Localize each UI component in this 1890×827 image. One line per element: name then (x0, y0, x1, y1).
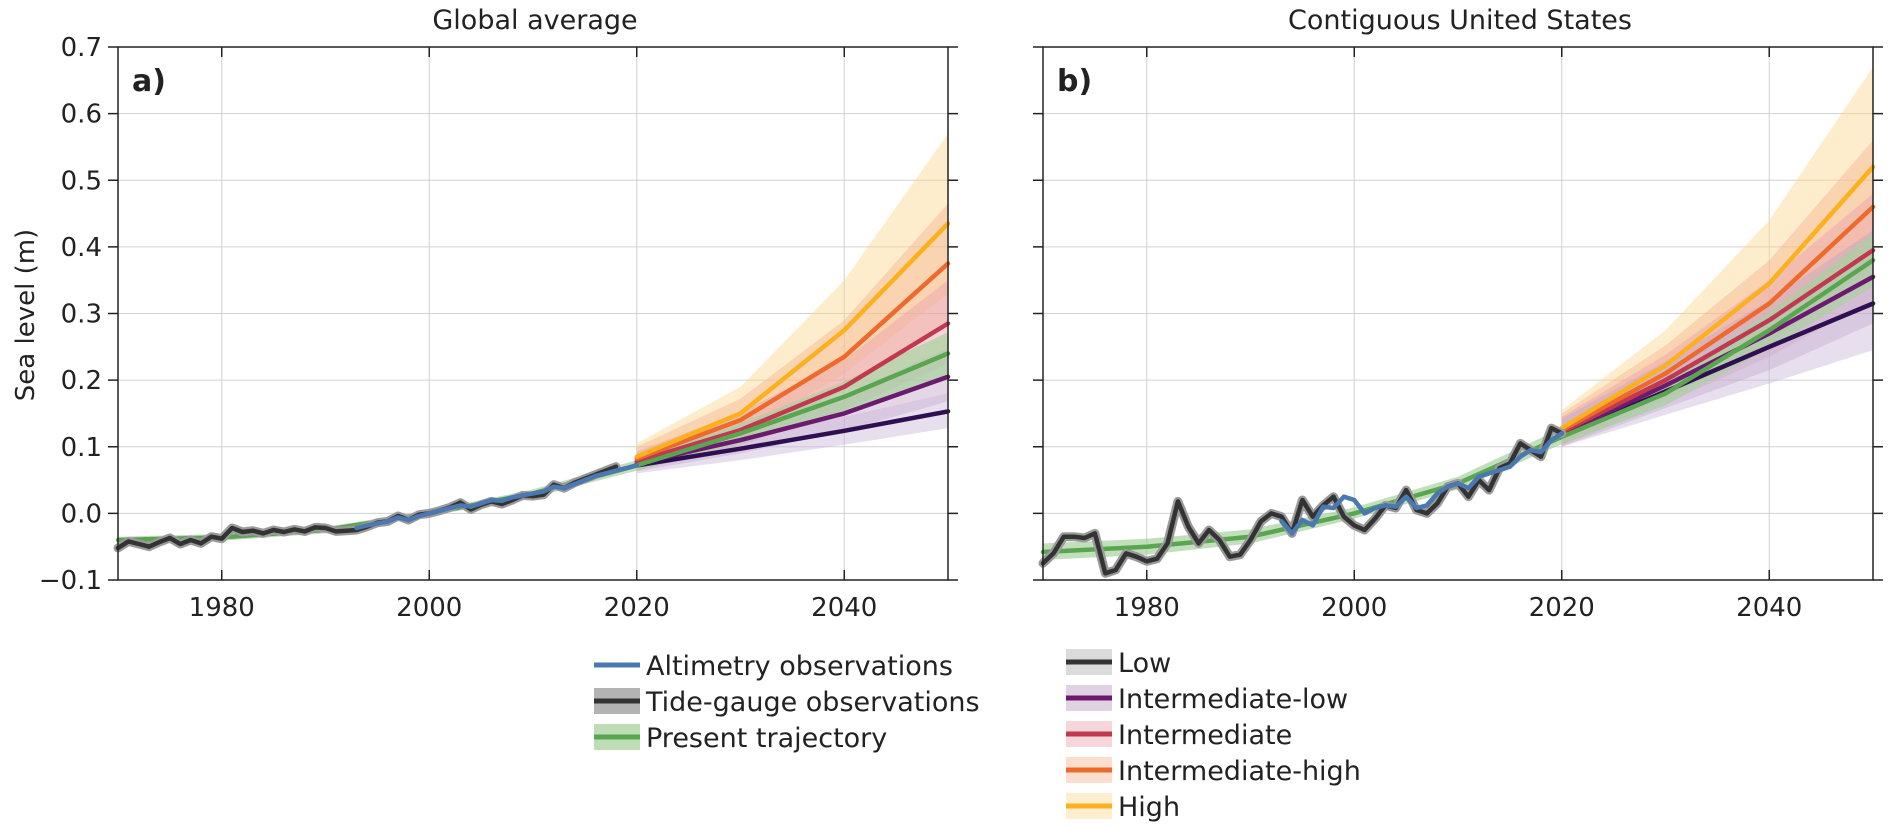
panel-a-xtick-label-1980: 1980 (189, 593, 255, 623)
panel-b-line-high (1559, 164, 1876, 431)
panel-b-band-intermediate-high (1561, 140, 1873, 445)
panel-a-ytick-label-0.6: 0.6 (61, 100, 102, 130)
panel-a-line-altimetry (354, 463, 640, 531)
legend-label: High (1118, 792, 1180, 823)
panel-b-xtick-label-2020: 2020 (1529, 593, 1595, 623)
panel-b-label: b) (1057, 64, 1092, 99)
panel-b-xtick-label-1980: 1980 (1114, 593, 1180, 623)
panel-a-xtick-label-2000: 2000 (396, 593, 462, 623)
legend-label: Tide-gauge observations (645, 687, 980, 718)
legend-label: Intermediate (1118, 720, 1292, 751)
legend-label: Low (1118, 648, 1171, 679)
panel-b-line-tide-gauge (1040, 425, 1565, 576)
panel-a-band-high (636, 133, 948, 469)
legend-label: Intermediate-high (1118, 756, 1361, 787)
panel-a-label: a) (132, 64, 166, 99)
panel-a-line-high (634, 221, 951, 459)
panel-b: Contiguous United States 1980 2000 2020 204… (1033, 5, 1883, 623)
legend-item-altimetry-observations: Altimetry observations (594, 651, 953, 682)
legend-item-low: Low (1066, 648, 1171, 679)
panel-a: Global average Sea level (m) 1980 2000 202… (11, 5, 958, 623)
panel-a-ytick-label-−0.1: −0.1 (39, 566, 102, 596)
panel-b-ticks: 1980 2000 2020 2040 (1033, 46, 1883, 623)
panel-a-line-intermediate-high (634, 261, 951, 461)
panel-a-line-low (634, 409, 951, 468)
legend-item-present-trajectory: Present trajectory (594, 723, 887, 754)
legend-item-intermediate-high: Intermediate-high (1066, 756, 1361, 787)
panel-a-ytick-label-0.3: 0.3 (61, 300, 102, 330)
legend-label: Present trajectory (646, 723, 887, 754)
panel-a-ytick-label-0.1: 0.1 (61, 433, 102, 463)
panel-b-xtick-label-2000: 2000 (1321, 593, 1387, 623)
legend-label: Intermediate-low (1118, 684, 1348, 715)
panel-b-line-intermediate (1559, 247, 1876, 435)
panel-a-title: Global average (432, 5, 637, 36)
panel-b-title: Contiguous United States (1288, 5, 1632, 36)
panel-a-ytick-label-0.0: 0.0 (61, 499, 102, 529)
panel-a-lines (113, 221, 951, 553)
legend-label: Altimetry observations (646, 651, 953, 682)
panel-a-bands (118, 133, 948, 544)
panel-a-grid (118, 47, 948, 580)
legend-item-intermediate: Intermediate (1066, 720, 1292, 751)
panel-a-ytick-label-0.7: 0.7 (61, 33, 102, 63)
panel-a-xtick-label-2020: 2020 (604, 593, 670, 623)
legend-item-tide-gauge-observations: Tide-gauge observations (594, 687, 980, 718)
legend-item-intermediate-low: Intermediate-low (1066, 684, 1348, 715)
panel-a-xtick-label-2040: 2040 (811, 593, 877, 623)
panel-a-line-intermediate (634, 321, 951, 464)
panel-b-lines (1038, 164, 1876, 578)
y-axis-label: Sea level (m) (11, 229, 41, 401)
panel-b-xtick-label-2040: 2040 (1736, 593, 1802, 623)
panel-a-ytick-label-0.2: 0.2 (61, 366, 102, 396)
panel-a-ticks: 1980 2000 2020 2040 −0.1 0.0 0.1 0.2 0.3 0.4 0.5 0.… (39, 33, 958, 623)
panel-a-ytick-label-0.5: 0.5 (61, 166, 102, 196)
panel-b-line-intermediate-high (1559, 204, 1876, 433)
panel-a-ytick-label-0.4: 0.4 (61, 233, 102, 263)
panel-b-band-high (1561, 67, 1873, 444)
panel-b-line-altimetry (1279, 431, 1565, 536)
legend-item-high: High (1066, 792, 1180, 823)
legend: Altimetry observations Tide-gauge observa… (594, 648, 1361, 823)
